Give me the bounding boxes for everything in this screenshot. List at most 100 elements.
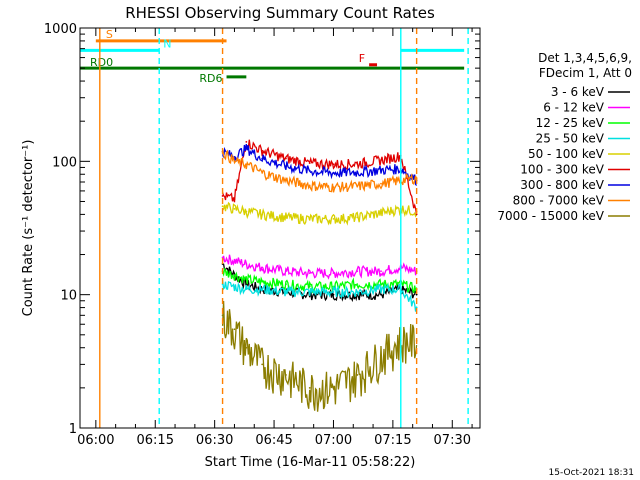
y-tick-label: 1000 xyxy=(44,22,77,37)
data-point xyxy=(233,328,236,331)
data-point xyxy=(380,212,382,214)
data-point xyxy=(285,290,287,293)
data-point xyxy=(308,272,311,275)
data-point xyxy=(261,363,264,366)
data-point xyxy=(233,160,236,163)
data-point xyxy=(380,159,382,162)
series-7000-15000-kev xyxy=(221,300,418,412)
legend-item-12-25-kev: 12 - 25 keV xyxy=(536,116,630,130)
data-point xyxy=(380,354,382,357)
data-point xyxy=(221,256,224,259)
data-point xyxy=(356,171,359,174)
data-point xyxy=(308,290,311,293)
data-point xyxy=(356,283,359,286)
data-point xyxy=(285,270,287,273)
data-point xyxy=(332,171,335,174)
legend-header: FDecim 1, Att 0 xyxy=(539,66,632,80)
data-point xyxy=(245,263,248,265)
data-point xyxy=(332,163,335,166)
data-point xyxy=(233,274,236,277)
data-point xyxy=(332,293,335,296)
data-point xyxy=(308,285,311,288)
data-point xyxy=(221,205,224,208)
legend-label: 6 - 12 keV xyxy=(543,101,605,115)
legend-item-300-800-kev: 300 - 800 keV xyxy=(520,178,630,192)
data-point xyxy=(285,374,287,376)
x-tick-label: 06:45 xyxy=(255,433,292,448)
series-line xyxy=(221,254,418,280)
data-point xyxy=(356,185,359,188)
data-point xyxy=(380,288,382,291)
data-point xyxy=(285,179,287,182)
data-point xyxy=(380,182,382,185)
data-point xyxy=(308,386,311,389)
series-line xyxy=(221,267,418,294)
series-6-12-kev xyxy=(221,254,418,280)
flag-rd6: RD6 xyxy=(199,72,247,85)
data-point xyxy=(332,386,335,389)
data-point xyxy=(261,266,264,269)
data-point xyxy=(332,186,335,189)
x-tick-label: 07:00 xyxy=(315,433,352,448)
data-point xyxy=(245,140,248,143)
flag-rd0: RD0 xyxy=(80,56,465,70)
flag-label: S xyxy=(106,28,113,41)
data-point xyxy=(285,157,287,160)
data-point xyxy=(308,218,311,220)
flag-label: F xyxy=(359,52,365,65)
series-100-300-kev xyxy=(221,139,418,216)
legend-item-6-12-kev: 6 - 12 keV xyxy=(543,101,630,115)
chart-title: RHESSI Observing Summary Count Rates xyxy=(125,4,435,22)
legend-label: 100 - 300 keV xyxy=(520,163,604,177)
legend-item-3-6-kev: 3 - 6 keV xyxy=(551,85,630,99)
flag-label: RD0 xyxy=(90,56,113,69)
data-point xyxy=(380,169,382,171)
data-point xyxy=(245,346,248,349)
data-point xyxy=(233,207,236,210)
data-point xyxy=(233,259,236,262)
y-tick-label: 1 xyxy=(69,422,77,437)
legend-item-800-7000-kev: 800 - 7000 keV xyxy=(513,194,630,208)
x-tick-label: 06:30 xyxy=(196,433,233,448)
data-point xyxy=(356,270,359,273)
series-line xyxy=(221,149,418,193)
legend-label: 7000 - 15000 keV xyxy=(497,209,604,223)
flag-f: F xyxy=(359,52,378,67)
data-point xyxy=(356,162,359,165)
legend-label: 50 - 100 keV xyxy=(528,147,605,161)
data-point xyxy=(245,147,248,150)
data-point xyxy=(261,171,264,174)
data-point xyxy=(261,213,264,216)
data-point xyxy=(308,184,311,187)
data-point xyxy=(261,280,264,283)
data-point xyxy=(308,162,311,164)
plot-frame xyxy=(79,27,481,429)
data-point xyxy=(285,216,287,219)
flag-label: N xyxy=(163,37,171,50)
flag-n: N xyxy=(80,37,171,52)
x-tick-label: 07:30 xyxy=(434,433,471,448)
data-point xyxy=(233,198,236,201)
data-point xyxy=(245,210,248,213)
data-point xyxy=(356,290,359,293)
data-point xyxy=(245,278,248,281)
data-point xyxy=(380,283,382,286)
series-line xyxy=(221,300,418,412)
data-point xyxy=(233,285,236,288)
y-axis-label: Count Rate (s⁻¹ detector⁻¹) xyxy=(21,140,36,317)
data-point xyxy=(285,283,287,286)
legend-item-25-50-kev: 25 - 50 keV xyxy=(536,132,630,146)
data-point xyxy=(261,157,264,160)
legend-item-100-300-kev: 100 - 300 keV xyxy=(520,163,630,177)
x-tick-label: 07:15 xyxy=(374,433,411,448)
data-point xyxy=(380,270,382,273)
legend-header: Det 1,3,4,5,6,9, xyxy=(538,51,632,65)
x-tick-label: 06:15 xyxy=(137,433,174,448)
legend-label: 3 - 6 keV xyxy=(551,85,605,99)
legend-label: 800 - 7000 keV xyxy=(513,194,605,208)
data-point xyxy=(332,218,335,220)
data-point xyxy=(285,165,287,168)
data-point xyxy=(380,293,382,296)
flag-s: S xyxy=(95,28,227,43)
x-axis-label: Start Time (16-Mar-11 05:58:22) xyxy=(205,455,416,470)
